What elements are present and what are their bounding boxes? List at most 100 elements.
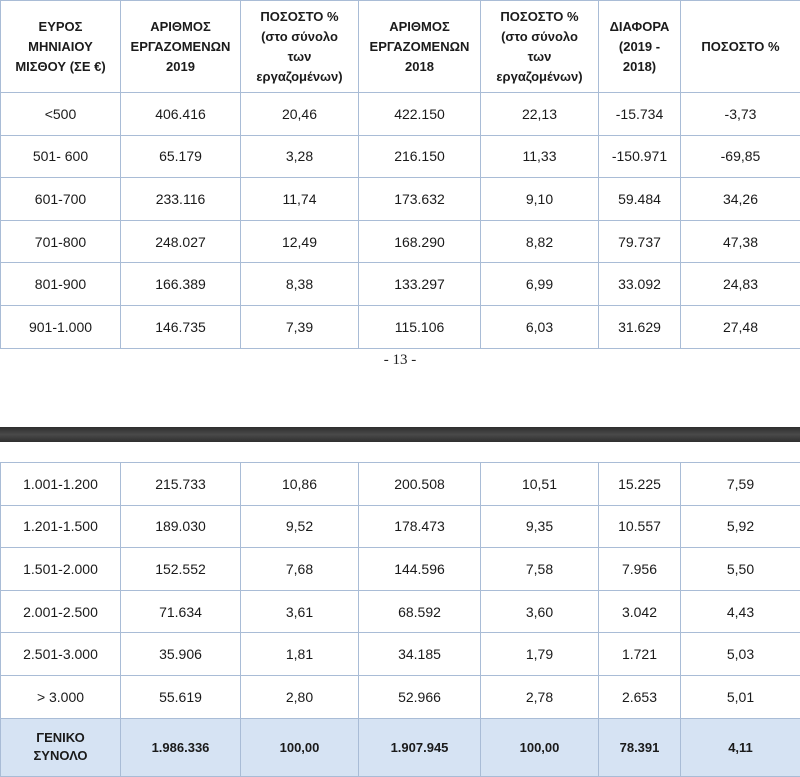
percent-2019-cell: 1,81	[241, 633, 359, 676]
employees-2019-cell: 35.906	[121, 633, 241, 676]
percent-2019-cell: 9,52	[241, 505, 359, 548]
percent-2018-cell: 9,10	[481, 178, 599, 221]
difference-cell: 31.629	[599, 305, 681, 348]
employees-2019-cell: 152.552	[121, 548, 241, 591]
salary-range-cell: 1.001-1.200	[1, 463, 121, 506]
total-percent-2019: 100,00	[241, 718, 359, 776]
percent-change-cell: 47,38	[681, 220, 800, 263]
salary-range-cell: 2.001-2.500	[1, 590, 121, 633]
percent-2019-cell: 10,86	[241, 463, 359, 506]
percent-2018-cell: 7,58	[481, 548, 599, 591]
employees-2018-cell: 144.596	[359, 548, 481, 591]
salary-range-cell: <500	[1, 93, 121, 136]
header-percent-change: ΠΟΣΟΣΤΟ %	[681, 1, 800, 93]
header-percent-2018: ΠΟΣΟΣΤΟ % (στο σύνολο των εργαζομένων)	[481, 1, 599, 93]
salary-range-cell: > 3.000	[1, 675, 121, 718]
total-label: ΓΕΝΙΚΟ ΣΥΝΟΛΟ	[1, 718, 121, 776]
employees-2019-cell: 65.179	[121, 135, 241, 178]
percent-2019-cell: 8,38	[241, 263, 359, 306]
salary-range-cell: 601-700	[1, 178, 121, 221]
percent-change-cell: 5,92	[681, 505, 800, 548]
employees-2019-cell: 71.634	[121, 590, 241, 633]
employees-2019-cell: 55.619	[121, 675, 241, 718]
percent-2019-cell: 20,46	[241, 93, 359, 136]
percent-2019-cell: 2,80	[241, 675, 359, 718]
percent-2018-cell: 10,51	[481, 463, 599, 506]
difference-cell: 15.225	[599, 463, 681, 506]
difference-cell: -15.734	[599, 93, 681, 136]
percent-2019-cell: 3,28	[241, 135, 359, 178]
percent-change-cell: 27,48	[681, 305, 800, 348]
page-number: - 13 -	[0, 352, 800, 369]
total-row: ΓΕΝΙΚΟ ΣΥΝΟΛΟ 1.986.336 100,00 1.907.945…	[1, 718, 800, 776]
salary-range-cell: 2.501-3.000	[1, 633, 121, 676]
difference-cell: 7.956	[599, 548, 681, 591]
percent-2018-cell: 11,33	[481, 135, 599, 178]
employees-2019-cell: 189.030	[121, 505, 241, 548]
employees-2019-cell: 233.116	[121, 178, 241, 221]
percent-2018-cell: 6,03	[481, 305, 599, 348]
percent-change-cell: 4,43	[681, 590, 800, 633]
employees-2018-cell: 422.150	[359, 93, 481, 136]
percent-2018-cell: 6,99	[481, 263, 599, 306]
salary-range-cell: 501- 600	[1, 135, 121, 178]
page-break-divider	[0, 427, 800, 442]
percent-change-cell: -69,85	[681, 135, 800, 178]
percent-2019-cell: 7,68	[241, 548, 359, 591]
difference-cell: 10.557	[599, 505, 681, 548]
percent-2018-cell: 1,79	[481, 633, 599, 676]
difference-cell: -150.971	[599, 135, 681, 178]
percent-change-cell: 7,59	[681, 463, 800, 506]
percent-2018-cell: 8,82	[481, 220, 599, 263]
percent-2018-cell: 2,78	[481, 675, 599, 718]
salary-table-page-13: ΕΥΡΟΣ ΜΗΝΙΑΙΟΥ ΜΙΣΘΟΥ (ΣΕ €) ΑΡΙΘΜΟΣ ΕΡΓ…	[0, 0, 800, 349]
employees-2018-cell: 68.592	[359, 590, 481, 633]
percent-change-cell: 5,50	[681, 548, 800, 591]
percent-change-cell: 24,83	[681, 263, 800, 306]
salary-range-cell: 901-1.000	[1, 305, 121, 348]
difference-cell: 79.737	[599, 220, 681, 263]
employees-2018-cell: 173.632	[359, 178, 481, 221]
employees-2018-cell: 115.106	[359, 305, 481, 348]
employees-2019-cell: 406.416	[121, 93, 241, 136]
percent-2019-cell: 12,49	[241, 220, 359, 263]
header-percent-2019: ΠΟΣΟΣΤΟ % (στο σύνολο των εργαζομένων)	[241, 1, 359, 93]
total-employees-2019: 1.986.336	[121, 718, 241, 776]
percent-2018-cell: 9,35	[481, 505, 599, 548]
employees-2018-cell: 133.297	[359, 263, 481, 306]
employees-2019-cell: 248.027	[121, 220, 241, 263]
employees-2019-cell: 166.389	[121, 263, 241, 306]
percent-2019-cell: 3,61	[241, 590, 359, 633]
header-employees-2018: ΑΡΙΘΜΟΣ ΕΡΓΑΖΟΜΕΝΩΝ 2018	[359, 1, 481, 93]
percent-change-cell: 5,01	[681, 675, 800, 718]
employees-2018-cell: 52.966	[359, 675, 481, 718]
header-employees-2019: ΑΡΙΘΜΟΣ ΕΡΓΑΖΟΜΕΝΩΝ 2019	[121, 1, 241, 93]
employees-2018-cell: 34.185	[359, 633, 481, 676]
total-employees-2018: 1.907.945	[359, 718, 481, 776]
salary-range-cell: 1.201-1.500	[1, 505, 121, 548]
percent-change-cell: 5,03	[681, 633, 800, 676]
header-salary-range: ΕΥΡΟΣ ΜΗΝΙΑΙΟΥ ΜΙΣΘΟΥ (ΣΕ €)	[1, 1, 121, 93]
difference-cell: 33.092	[599, 263, 681, 306]
salary-range-cell: 1.501-2.000	[1, 548, 121, 591]
difference-cell: 2.653	[599, 675, 681, 718]
employees-2018-cell: 200.508	[359, 463, 481, 506]
percent-2018-cell: 3,60	[481, 590, 599, 633]
employees-2018-cell: 216.150	[359, 135, 481, 178]
percent-2019-cell: 11,74	[241, 178, 359, 221]
difference-cell: 59.484	[599, 178, 681, 221]
table-header-row: ΕΥΡΟΣ ΜΗΝΙΑΙΟΥ ΜΙΣΘΟΥ (ΣΕ €) ΑΡΙΘΜΟΣ ΕΡΓ…	[1, 1, 800, 93]
percent-change-cell: -3,73	[681, 93, 800, 136]
total-percent-2018: 100,00	[481, 718, 599, 776]
employees-2019-cell: 215.733	[121, 463, 241, 506]
header-difference: ΔΙΑΦΟΡΑ (2019 - 2018)	[599, 1, 681, 93]
